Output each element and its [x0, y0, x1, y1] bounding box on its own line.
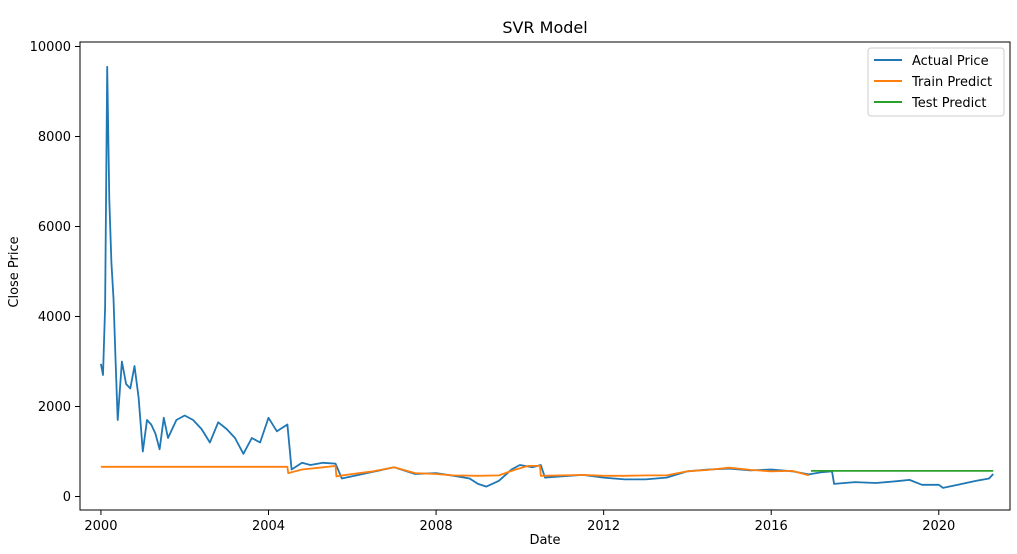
- x-tick-label: 2012: [587, 519, 620, 534]
- x-tick-label: 2008: [420, 519, 453, 534]
- series-line-actual-price: [100, 65, 994, 489]
- x-tick-label: 2016: [755, 519, 788, 534]
- series-layer: [100, 65, 994, 489]
- chart-title: SVR Model: [502, 18, 587, 37]
- y-tick-label: 10000: [30, 40, 71, 55]
- y-tick-label: 0: [63, 490, 71, 505]
- y-tick-label: 6000: [38, 220, 71, 235]
- x-axis-title: Date: [529, 533, 560, 548]
- legend-label-test-predict: Test Predict: [911, 96, 987, 111]
- x-tick-label: 2020: [922, 519, 955, 534]
- legend-box: [867, 47, 1005, 117]
- y-tick-label: 4000: [38, 310, 71, 325]
- series-line-train-predict: [100, 464, 810, 478]
- x-axis: 2000 2004 2008 2012 2016 2020: [84, 510, 955, 534]
- y-axis-title: Close Price: [7, 236, 22, 307]
- y-axis: 0 2000 4000 6000 8000 10000: [30, 40, 80, 505]
- legend-label-train-predict: Train Predict: [911, 75, 992, 90]
- legend: Actual Price Train Predict Test Predict: [867, 47, 1005, 117]
- plot-frame: [79, 41, 1011, 511]
- y-tick-label: 2000: [38, 400, 71, 415]
- y-tick-label: 8000: [38, 130, 71, 145]
- x-tick-label: 2004: [252, 519, 285, 534]
- legend-label-actual-price: Actual Price: [912, 54, 989, 69]
- x-tick-label: 2000: [84, 519, 117, 534]
